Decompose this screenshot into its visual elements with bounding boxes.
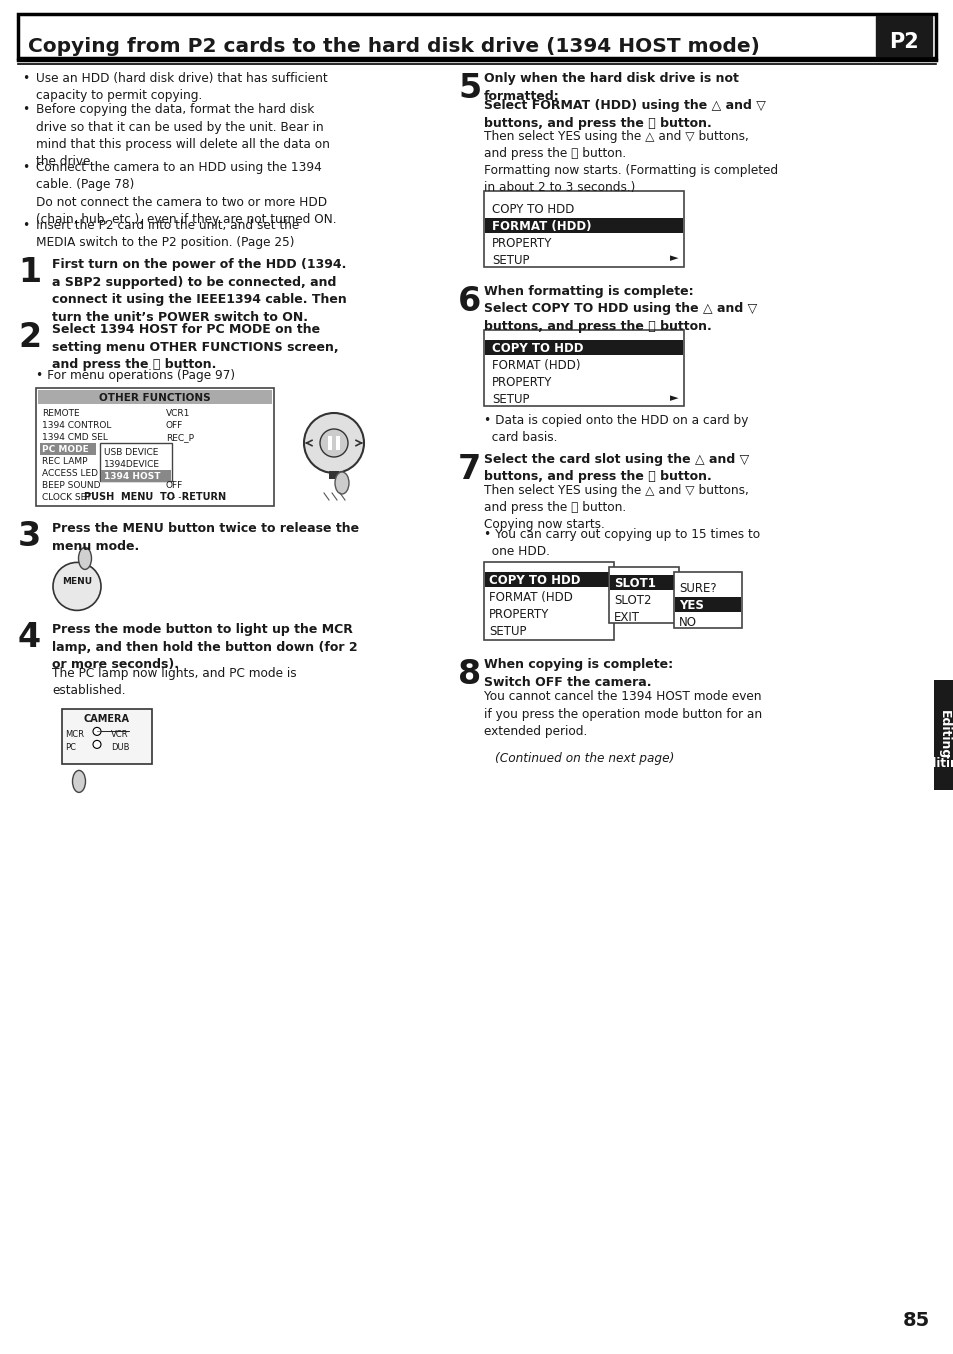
Text: 1394 CONTROL: 1394 CONTROL bbox=[42, 421, 112, 431]
Bar bbox=[18, 14, 935, 58]
Bar bbox=[329, 471, 338, 479]
Text: Select FORMAT (HDD) using the △ and ▽
buttons, and press the ⓘ button.: Select FORMAT (HDD) using the △ and ▽ bu… bbox=[483, 99, 765, 130]
Text: 6: 6 bbox=[457, 284, 480, 318]
Text: FORMAT (HDD): FORMAT (HDD) bbox=[492, 219, 591, 233]
Text: PROPERTY: PROPERTY bbox=[492, 376, 552, 389]
Text: 1394 HOST: 1394 HOST bbox=[104, 473, 160, 481]
Bar bbox=[328, 436, 332, 450]
Text: EXIT: EXIT bbox=[614, 611, 639, 624]
Text: 7: 7 bbox=[457, 452, 480, 486]
Text: MCR: MCR bbox=[65, 730, 84, 739]
Text: ►: ► bbox=[669, 393, 678, 403]
Bar bbox=[483, 330, 683, 406]
Text: • Data is copied onto the HDD on a card by
  card basis.: • Data is copied onto the HDD on a card … bbox=[483, 414, 747, 444]
Text: PUSH  MENU  TO  RETURN: PUSH MENU TO RETURN bbox=[84, 492, 226, 502]
Ellipse shape bbox=[335, 473, 349, 494]
Bar bbox=[875, 16, 931, 56]
Text: Select 1394 HOST for PC MODE on the
setting menu OTHER FUNCTIONS screen,
and pre: Select 1394 HOST for PC MODE on the sett… bbox=[52, 324, 338, 371]
Text: VCR1: VCR1 bbox=[166, 409, 191, 418]
Text: 1394 CMD SEL: 1394 CMD SEL bbox=[42, 433, 108, 441]
Bar bbox=[608, 567, 679, 623]
Text: First turn on the power of the HDD (1394.
a SBP2 supported) to be connected, and: First turn on the power of the HDD (1394… bbox=[52, 259, 346, 324]
Text: BEEP SOUND: BEEP SOUND bbox=[42, 481, 100, 490]
Text: Editing: Editing bbox=[937, 711, 949, 760]
Text: •: • bbox=[22, 219, 30, 232]
Text: REC_P: REC_P bbox=[166, 433, 193, 441]
Text: (Continued on the next page): (Continued on the next page) bbox=[494, 751, 673, 765]
Text: FORMAT (HDD: FORMAT (HDD bbox=[489, 590, 572, 604]
Text: Then select YES using the △ and ▽ buttons,
and press the ⓘ button.
Formatting no: Then select YES using the △ and ▽ button… bbox=[483, 130, 778, 195]
Text: SURE?: SURE? bbox=[679, 582, 716, 594]
Text: When formatting is complete:
Select COPY TO HDD using the △ and ▽
buttons, and p: When formatting is complete: Select COPY… bbox=[483, 284, 757, 333]
Text: VCR: VCR bbox=[111, 730, 129, 739]
Bar bbox=[62, 709, 152, 765]
Text: Select the card slot using the △ and ▽
buttons, and press the ⓘ button.: Select the card slot using the △ and ▽ b… bbox=[483, 452, 748, 483]
Bar bbox=[101, 470, 171, 482]
Text: ►: ► bbox=[669, 253, 678, 264]
Text: Connect the camera to an HDD using the 1394
cable. (Page 78)
Do not connect the : Connect the camera to an HDD using the 1… bbox=[36, 161, 336, 226]
Text: REC LAMP: REC LAMP bbox=[42, 458, 88, 466]
Text: PROPERTY: PROPERTY bbox=[489, 608, 549, 621]
Text: Use an HDD (hard disk drive) that has sufficient
capacity to permit copying.: Use an HDD (hard disk drive) that has su… bbox=[36, 72, 327, 102]
Text: - - - -: - - - - bbox=[166, 493, 188, 502]
Text: Press the mode button to light up the MCR
lamp, and then hold the button down (f: Press the mode button to light up the MC… bbox=[52, 623, 357, 672]
Text: REMOTE: REMOTE bbox=[42, 409, 79, 418]
Text: •: • bbox=[22, 103, 30, 116]
Text: •: • bbox=[22, 72, 30, 85]
Text: PC MODE: PC MODE bbox=[42, 445, 89, 454]
Bar bbox=[933, 680, 953, 789]
Bar bbox=[38, 390, 272, 403]
Bar bbox=[36, 389, 274, 506]
Text: SLOT2: SLOT2 bbox=[614, 594, 651, 607]
Bar bbox=[483, 562, 614, 640]
Text: Press the MENU button twice to release the
menu mode.: Press the MENU button twice to release t… bbox=[52, 523, 358, 552]
Bar bbox=[609, 575, 678, 590]
Text: • For menu operations (Page 97): • For menu operations (Page 97) bbox=[36, 368, 234, 382]
Text: OFF: OFF bbox=[166, 481, 183, 490]
Text: 2: 2 bbox=[18, 321, 41, 355]
Text: DUB: DUB bbox=[111, 743, 130, 751]
Text: NO: NO bbox=[679, 616, 697, 630]
Text: SETUP: SETUP bbox=[489, 626, 526, 638]
Text: Then select YES using the △ and ▽ buttons,
and press the ⓘ button.
Copying now s: Then select YES using the △ and ▽ button… bbox=[483, 483, 748, 531]
Text: Copying from P2 cards to the hard disk drive (1394 HOST mode): Copying from P2 cards to the hard disk d… bbox=[28, 37, 760, 56]
Bar bbox=[335, 436, 339, 450]
Text: MENU: MENU bbox=[62, 577, 92, 586]
Text: 5: 5 bbox=[457, 72, 480, 106]
Text: PROPERTY: PROPERTY bbox=[492, 237, 552, 249]
Text: USB DEVICE: USB DEVICE bbox=[104, 448, 158, 458]
Circle shape bbox=[53, 562, 101, 611]
Text: •: • bbox=[22, 161, 30, 175]
Text: Editing: Editing bbox=[920, 757, 953, 769]
Bar bbox=[675, 597, 740, 612]
Text: SETUP: SETUP bbox=[492, 253, 529, 267]
Bar bbox=[673, 571, 741, 628]
Circle shape bbox=[319, 429, 348, 458]
Text: COPY TO HDD: COPY TO HDD bbox=[492, 343, 583, 355]
Bar bbox=[484, 340, 682, 355]
Text: FORMAT (HDD): FORMAT (HDD) bbox=[492, 359, 579, 372]
Text: 3: 3 bbox=[18, 520, 41, 552]
Bar bbox=[100, 443, 172, 481]
Text: • You can carry out copying up to 15 times to
  one HDD.: • You can carry out copying up to 15 tim… bbox=[483, 528, 760, 558]
Text: Before copying the data, format the hard disk
drive so that it can be used by th: Before copying the data, format the hard… bbox=[36, 103, 330, 168]
Text: P2: P2 bbox=[888, 32, 918, 51]
Bar bbox=[484, 571, 613, 588]
Text: Only when the hard disk drive is not
formatted:: Only when the hard disk drive is not for… bbox=[483, 72, 739, 103]
Text: 1394DEVICE: 1394DEVICE bbox=[104, 460, 160, 468]
Text: SETUP: SETUP bbox=[492, 393, 529, 406]
Text: YES: YES bbox=[679, 598, 703, 612]
Bar bbox=[484, 218, 682, 233]
Text: COPY TO HDD: COPY TO HDD bbox=[492, 203, 574, 215]
Ellipse shape bbox=[78, 547, 91, 570]
Circle shape bbox=[304, 413, 364, 473]
Text: PC: PC bbox=[65, 743, 76, 751]
Circle shape bbox=[92, 741, 101, 749]
Text: OFF: OFF bbox=[166, 421, 183, 431]
Text: CLOCK SET: CLOCK SET bbox=[42, 493, 91, 502]
Text: ACCESS LED: ACCESS LED bbox=[42, 468, 98, 478]
Text: The PC lamp now lights, and PC mode is
established.: The PC lamp now lights, and PC mode is e… bbox=[52, 668, 296, 697]
Bar bbox=[483, 191, 683, 267]
Text: 4: 4 bbox=[18, 621, 41, 654]
Text: CAMERA: CAMERA bbox=[84, 715, 130, 724]
